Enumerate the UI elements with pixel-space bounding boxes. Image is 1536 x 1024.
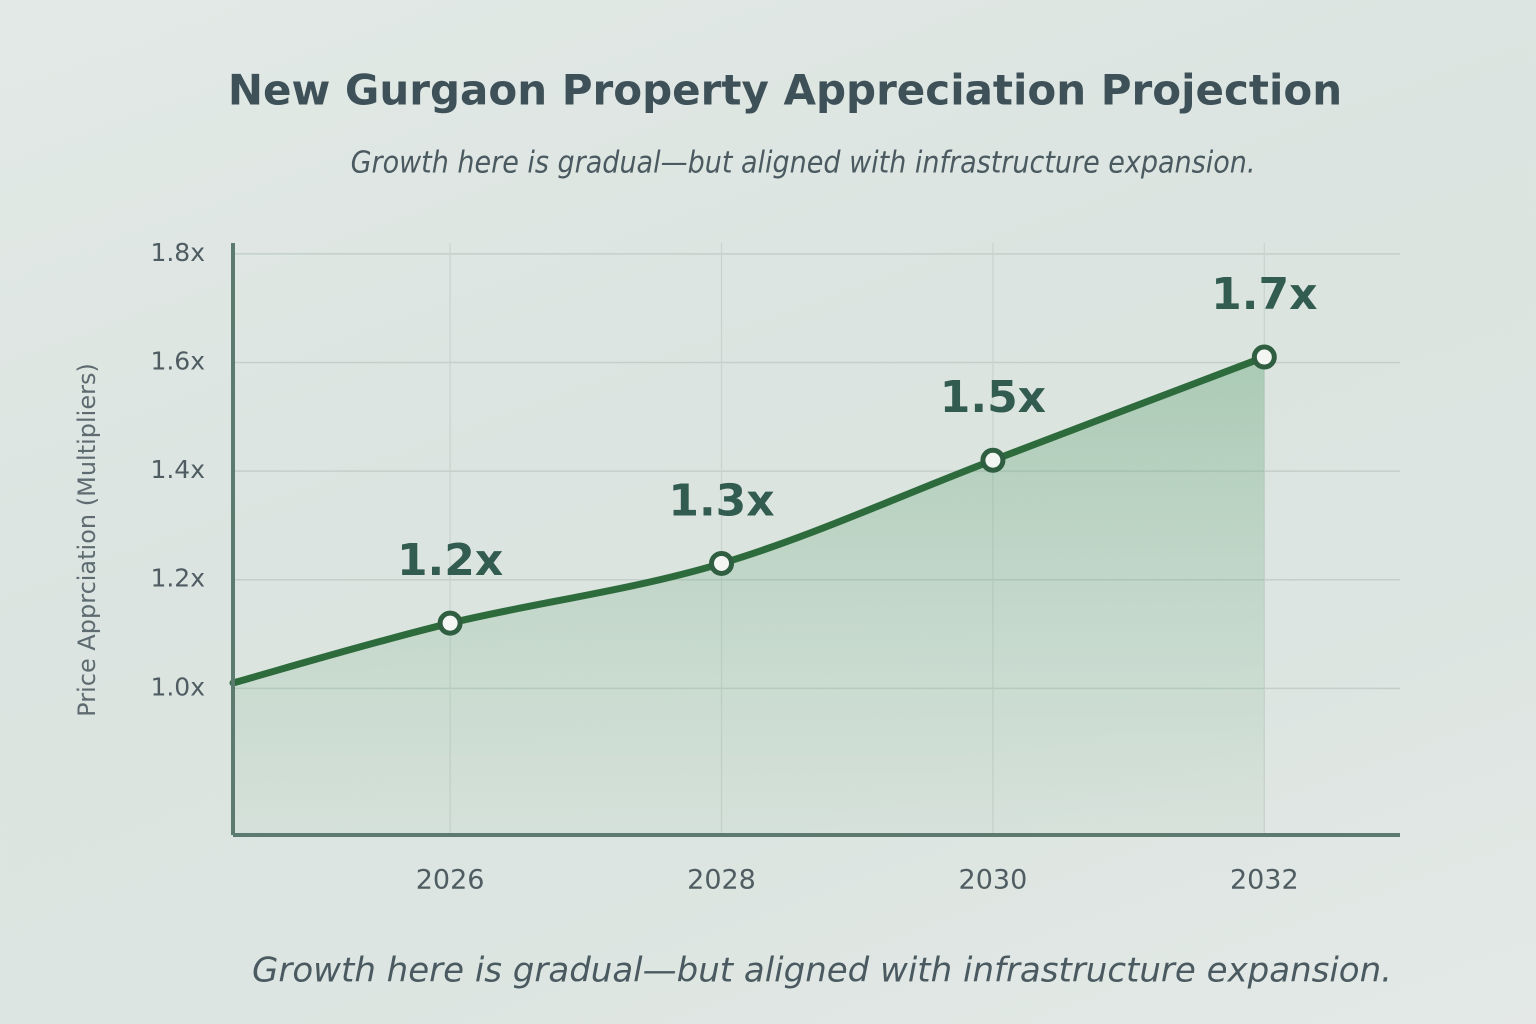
chart-title: New Gurgaon Property Appreciation Projec… [228,66,1342,115]
point-marker [437,610,463,636]
y-tick-label: 1.4x [150,455,205,484]
y-tick-label: 1.6x [150,346,205,375]
point-marker [709,550,735,576]
chart-subtitle: Growth here is gradual—but aligned with … [351,146,1256,181]
y-tick-label: 1.8x [150,238,205,267]
point-annotation: 1.3x [668,475,774,526]
point-annotation: 1.7x [1211,269,1317,320]
y-tick-label: 1.2x [150,564,205,593]
area [233,357,1265,835]
point-annotation: 1.2x [397,535,503,586]
point-marker [1251,344,1277,370]
chart-caption: Growth here is gradual—but aligned with … [252,951,1392,991]
y-tick-label: 1.0x [150,672,205,701]
x-tick-label: 2032 [1230,865,1299,896]
point-annotation: 1.5x [940,372,1046,423]
point-marker [980,447,1006,473]
x-tick-label: 2030 [959,865,1028,896]
x-tick-label: 2026 [416,865,485,896]
x-tick-label: 2028 [687,865,756,896]
y-axis-title: Price Apprciation (Multipliers) [73,363,101,717]
